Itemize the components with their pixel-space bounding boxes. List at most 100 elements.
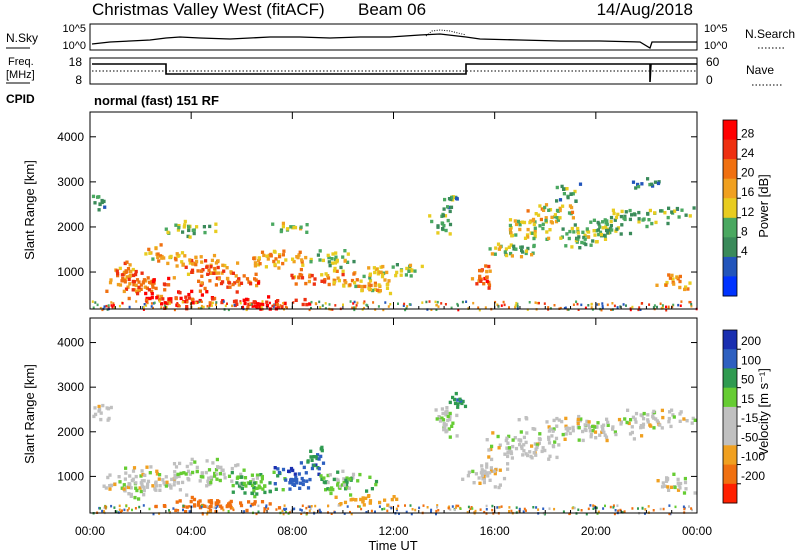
heatmap-cell [602, 507, 605, 510]
heatmap-cell [557, 418, 561, 422]
heatmap-cell [484, 306, 487, 309]
heatmap-cell [200, 307, 203, 310]
heatmap-cell [322, 480, 326, 484]
nave-label: Nave [746, 63, 774, 77]
heatmap-cell [234, 299, 238, 303]
heatmap-cell [619, 422, 623, 426]
colorbar-tick-label: 24 [741, 146, 755, 160]
heatmap-cell [601, 220, 605, 224]
heatmap-cell [344, 487, 348, 491]
heatmap-cell [386, 509, 389, 513]
heatmap-cell [292, 259, 296, 264]
heatmap-cell [214, 229, 218, 234]
freq-panel: Freq. [MHz] 18 8 60 0 Nave CPID normal (… [6, 55, 782, 108]
heatmap-cell [580, 509, 583, 512]
colorbar-tick-label: -15 [741, 411, 759, 425]
heatmap-cell [492, 469, 496, 473]
heatmap-cell [518, 509, 521, 513]
heatmap-cell [408, 303, 411, 306]
heatmap-cell [291, 276, 295, 280]
heatmap-cell [430, 508, 433, 512]
heatmap-cell [265, 505, 268, 509]
heatmap-cell [291, 482, 295, 486]
heatmap-cell [284, 258, 288, 262]
heatmap-cell [168, 511, 171, 514]
heatmap-cell [110, 304, 113, 307]
heatmap-cell [596, 303, 599, 306]
heatmap-cell [170, 477, 174, 482]
x-tick-label: 16:00 [480, 524, 510, 538]
heatmap-cell [463, 404, 468, 409]
heatmap-cell [548, 228, 552, 232]
heatmap-cell [154, 246, 158, 251]
heatmap-cell [303, 297, 307, 302]
heatmap-cell [472, 481, 476, 485]
heatmap-cell [577, 426, 581, 430]
heatmap-cell [97, 404, 101, 409]
heatmap-cell [126, 285, 130, 289]
heatmap-cell [203, 286, 207, 291]
colorbar-segment [723, 445, 737, 465]
heatmap-cell [205, 290, 209, 294]
heatmap-cell [448, 415, 452, 419]
heatmap-cell [442, 423, 446, 428]
heatmap-cell [326, 276, 331, 280]
heatmap-cell [272, 470, 276, 474]
heatmap-cell [118, 504, 121, 508]
heatmap-cell [321, 258, 325, 263]
heatmap-cell [408, 263, 413, 268]
heatmap-cell [474, 472, 478, 476]
heatmap-cell [91, 194, 96, 199]
heatmap-cell [207, 268, 211, 272]
heatmap-cell [510, 234, 514, 238]
heatmap-cell [182, 504, 185, 508]
heatmap-cell [245, 297, 249, 302]
heatmap-cell [530, 253, 534, 257]
heatmap-cell [672, 282, 676, 286]
heatmap-cell [164, 475, 168, 479]
heatmap-cell [343, 279, 347, 283]
heatmap-cell [670, 485, 674, 489]
heatmap-cell [659, 209, 663, 213]
heatmap-cell [563, 437, 567, 441]
heatmap-cell [470, 277, 475, 281]
heatmap-cell [646, 418, 650, 422]
heatmap-cell [225, 266, 229, 270]
heatmap-cell [247, 500, 251, 504]
heatmap-cell [619, 232, 623, 236]
heatmap-cell [288, 481, 292, 485]
heatmap-cell [159, 243, 163, 247]
heatmap-cell [479, 508, 482, 511]
heatmap-cell [187, 296, 192, 300]
heatmap-cell [617, 509, 620, 513]
heatmap-cell [620, 223, 624, 227]
heatmap-cell [272, 249, 276, 254]
heatmap-cell [242, 274, 246, 278]
heatmap-cell [662, 507, 665, 511]
heatmap-cell [385, 282, 389, 287]
heatmap-cell [305, 223, 309, 227]
heatmap-cell [218, 472, 222, 476]
heatmap-cell [547, 425, 551, 429]
heatmap-cell [330, 512, 333, 515]
heatmap-cell [516, 305, 519, 308]
heatmap-cell [605, 222, 609, 227]
heatmap-cell [146, 479, 151, 484]
heatmap-cell [538, 432, 542, 436]
freq-label-1: Freq. [8, 56, 34, 68]
heatmap-cell [443, 197, 447, 202]
heatmap-cell [564, 416, 568, 421]
heatmap-cell [503, 303, 506, 307]
heatmap-cell [601, 427, 605, 431]
heatmap-cell [534, 301, 537, 304]
heatmap-cell [299, 508, 302, 511]
heatmap-cell [659, 302, 662, 305]
heatmap-cell [611, 425, 615, 429]
heatmap-cell [318, 258, 322, 262]
freq-panel-frame [89, 57, 698, 85]
heatmap-cell [162, 256, 166, 260]
heatmap-cell [561, 432, 565, 437]
heatmap-cell [648, 423, 652, 427]
heatmap-cell [542, 507, 545, 510]
heatmap-cell [562, 187, 566, 191]
